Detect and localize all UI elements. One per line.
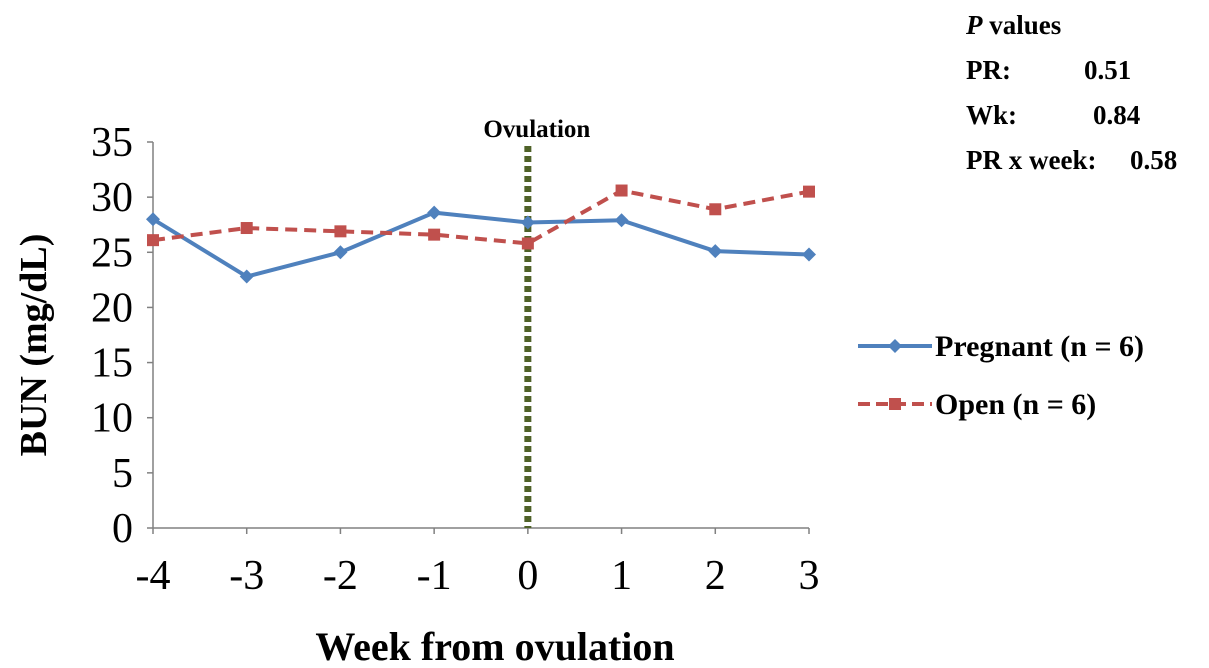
data-point bbox=[615, 184, 628, 197]
pvalue-value: 0.58 bbox=[1130, 145, 1178, 175]
x-tick-label: -1 bbox=[417, 553, 452, 599]
x-tick-label: -2 bbox=[323, 553, 358, 599]
y-ticks: 0 5 10 15 20 25 30 35 bbox=[91, 120, 153, 552]
series-open bbox=[147, 184, 815, 250]
data-point bbox=[428, 228, 441, 241]
legend-item: Open (n = 6) bbox=[858, 388, 1096, 421]
legend-marker bbox=[889, 398, 901, 410]
data-point bbox=[709, 203, 722, 216]
y-tick-label: 25 bbox=[91, 230, 133, 276]
y-axis: 0 5 10 15 20 25 30 35 BUN (mg/dL) bbox=[13, 120, 154, 552]
pvalue-row-pr: PR: 0.51 bbox=[966, 57, 1131, 138]
data-point bbox=[802, 247, 816, 262]
pvalue-label: PR x week: bbox=[966, 145, 1097, 175]
pvalue-value: 0.84 bbox=[1093, 100, 1141, 130]
data-point bbox=[147, 234, 159, 247]
legend-marker bbox=[888, 339, 902, 353]
x-tick-label: 2 bbox=[705, 553, 726, 599]
y-tick-label: 0 bbox=[112, 506, 133, 552]
data-point bbox=[803, 185, 815, 198]
pvalues-title: P values bbox=[966, 12, 1061, 39]
pvalue-value: 0.51 bbox=[1084, 55, 1132, 85]
data-point bbox=[521, 237, 534, 250]
pvalue-row-wk: Wk: 0.84 bbox=[966, 102, 1140, 183]
x-axis: -4 -3 -2 -1 0 1 2 3 Week from ovulation bbox=[136, 527, 820, 668]
x-tick-label: 1 bbox=[611, 553, 632, 599]
y-tick-label: 30 bbox=[91, 175, 133, 221]
data-point bbox=[614, 213, 629, 228]
x-tick-label: -4 bbox=[136, 553, 171, 599]
x-tick-label: 0 bbox=[517, 553, 538, 599]
pvalue-label: PR: bbox=[966, 55, 1011, 85]
y-axis-label: BUN (mg/dL) bbox=[13, 234, 55, 457]
series-layer bbox=[146, 184, 816, 284]
pvalues-title-rest: values bbox=[982, 10, 1062, 40]
ovulation-label: Ovulation bbox=[483, 116, 590, 143]
series-line bbox=[152, 188, 810, 246]
data-point bbox=[240, 222, 253, 235]
x-tick-label: 3 bbox=[799, 553, 820, 599]
y-tick-label: 5 bbox=[112, 451, 133, 497]
series-pregnant bbox=[146, 205, 816, 284]
data-point bbox=[239, 269, 254, 284]
pvalues-title-italic: P bbox=[966, 10, 983, 40]
x-axis-label: Week from ovulation bbox=[315, 624, 674, 668]
data-point bbox=[146, 212, 160, 227]
series-line bbox=[151, 210, 810, 279]
y-tick-label: 20 bbox=[91, 285, 133, 331]
data-point bbox=[427, 205, 442, 220]
x-ticks: -4 -3 -2 -1 0 1 2 3 bbox=[136, 528, 820, 599]
y-tick-label: 35 bbox=[91, 120, 133, 166]
data-point bbox=[520, 215, 535, 230]
legend-item: Pregnant (n = 6) bbox=[858, 330, 1144, 363]
legend: Pregnant (n = 6) Open (n = 6) bbox=[858, 330, 1144, 421]
pvalue-label: Wk: bbox=[966, 100, 1018, 130]
ovulation-annotation: Ovulation bbox=[483, 116, 590, 528]
data-point bbox=[333, 245, 348, 260]
data-point bbox=[708, 244, 723, 259]
data-point bbox=[334, 225, 347, 238]
pvalue-row-prxweek: PR x week: 0.58 bbox=[966, 147, 1177, 228]
y-tick-label: 15 bbox=[91, 341, 133, 387]
legend-label: Pregnant (n = 6) bbox=[935, 330, 1144, 363]
y-tick-label: 10 bbox=[91, 396, 133, 442]
x-tick-label: -3 bbox=[229, 553, 264, 599]
legend-label: Open (n = 6) bbox=[935, 388, 1096, 421]
